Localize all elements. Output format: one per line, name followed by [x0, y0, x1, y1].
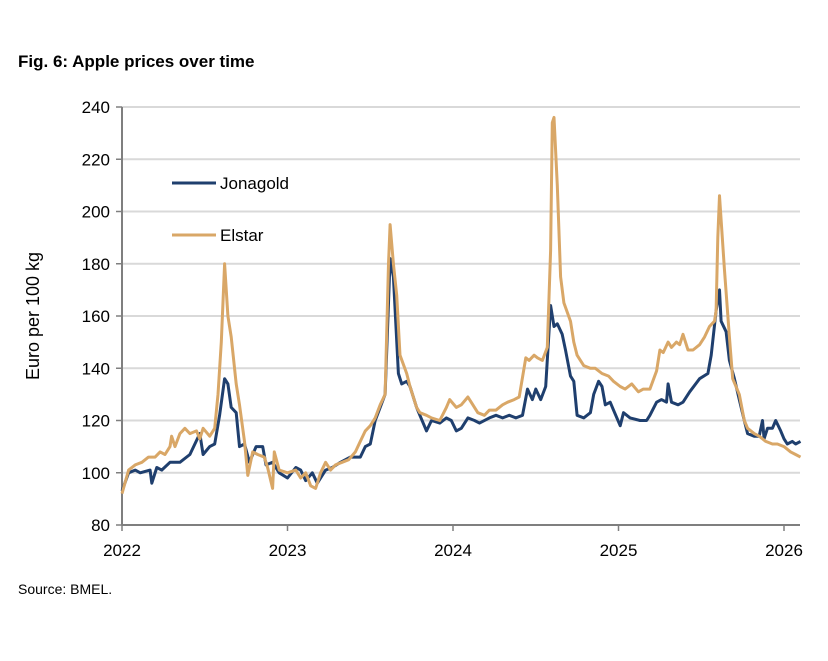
legend-label: Jonagold: [220, 174, 289, 193]
y-tick-label: 220: [82, 150, 110, 169]
y-tick-label: 180: [82, 255, 110, 274]
y-tick-label: 120: [82, 412, 110, 431]
x-tick-label: 2022: [103, 541, 141, 560]
y-axis-label: Euro per 100 kg: [23, 252, 43, 380]
legend-label: Elstar: [220, 226, 264, 245]
y-tick-label: 80: [91, 516, 110, 535]
x-tick-label: 2024: [434, 541, 472, 560]
source-note: Source: BMEL.: [18, 581, 113, 597]
y-tick-label: 140: [82, 359, 110, 378]
x-tick-label: 2023: [269, 541, 307, 560]
x-tick-label: 2026: [765, 541, 803, 560]
x-tick-label: 2025: [600, 541, 638, 560]
y-tick-label: 240: [82, 98, 110, 117]
y-tick-label: 200: [82, 203, 110, 222]
chart-title: Fig. 6: Apple prices over time: [18, 52, 255, 71]
y-tick-label: 100: [82, 464, 110, 483]
y-tick-label: 160: [82, 307, 110, 326]
series-line-elstar: [120, 115, 802, 495]
